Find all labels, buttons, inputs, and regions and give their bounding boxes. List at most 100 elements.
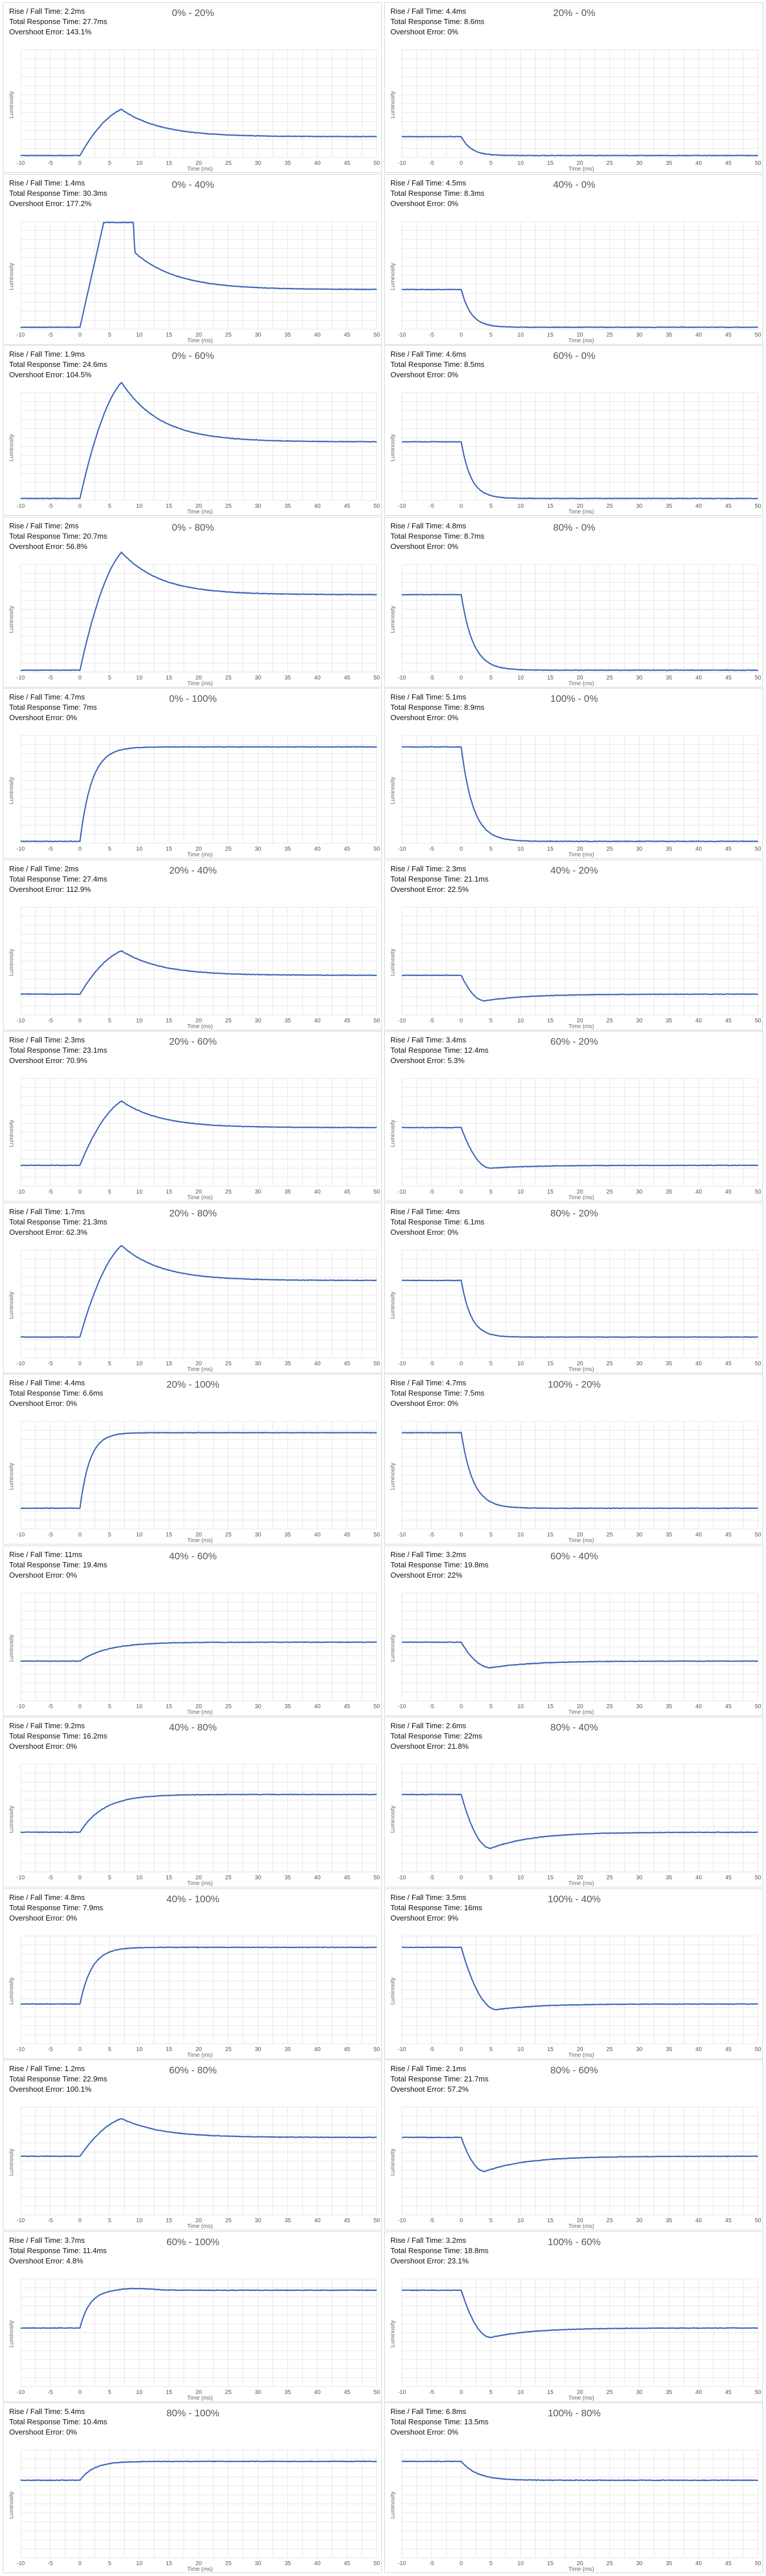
x-tick-label: 40 bbox=[696, 2046, 702, 2053]
chart-panel: Rise / Fall Time: 4.4ms Total Response Ti… bbox=[3, 1374, 382, 1544]
x-tick-label: 50 bbox=[373, 846, 380, 852]
x-tick-label: 25 bbox=[606, 846, 613, 852]
x-tick-label: -10 bbox=[398, 1189, 406, 1195]
x-tick-label: -10 bbox=[398, 2561, 406, 2567]
x-tick-label: 20 bbox=[195, 2561, 202, 2567]
gridlines bbox=[20, 735, 377, 844]
x-tick-label: 50 bbox=[755, 1018, 761, 1024]
x-tick-label: 45 bbox=[725, 2046, 732, 2053]
x-tick-label: 40 bbox=[696, 332, 702, 338]
chart-title: 100% - 80% bbox=[547, 2408, 601, 2419]
gridlines bbox=[20, 2278, 377, 2387]
chart-panel: Rise / Fall Time: 2ms Total Response Time… bbox=[3, 516, 382, 688]
chart-panel: Rise / Fall Time: 3.2ms Total Response Ti… bbox=[384, 1545, 763, 1716]
x-tick-label: 5 bbox=[489, 160, 493, 167]
x-tick-label: 30 bbox=[636, 1875, 643, 1881]
x-tick-label: 10 bbox=[518, 1532, 524, 1538]
x-tick-label: 50 bbox=[373, 1018, 380, 1024]
rise-fall-time-label: Rise / Fall Time: 4.5ms bbox=[390, 178, 467, 187]
chart-title: 20% - 0% bbox=[553, 7, 595, 18]
chart-title: 60% - 40% bbox=[550, 1550, 598, 1562]
x-tick-label: -5 bbox=[429, 1018, 434, 1024]
chart-title: 80% - 40% bbox=[550, 1722, 598, 1733]
x-tick-label: 35 bbox=[666, 503, 673, 509]
x-tick-label: -10 bbox=[398, 160, 406, 167]
x-tick-label: 40 bbox=[696, 2389, 702, 2396]
chart-plot: -10 -5 0 5 10 15 20 25 30 35 40 45 50 bbox=[17, 1935, 380, 2053]
x-axis-label: Time (ms) bbox=[187, 1366, 213, 1373]
total-response-time-label: Total Response Time: 27.7ms bbox=[9, 17, 108, 26]
x-tick-label: 40 bbox=[696, 1189, 702, 1195]
chart-stats: Rise / Fall Time: 1.9ms Total Response Ti… bbox=[9, 349, 107, 380]
chart-plot: -10 -5 0 5 10 15 20 25 30 35 40 45 50 bbox=[17, 735, 380, 852]
x-axis-label: Time (ms) bbox=[187, 852, 213, 858]
x-axis-label: Time (ms) bbox=[568, 2052, 594, 2059]
x-tick-label: 15 bbox=[166, 1704, 173, 1710]
chart-title: 0% - 40% bbox=[172, 179, 214, 190]
x-tick-label: 5 bbox=[108, 675, 112, 681]
chart-plot: -10 -5 0 5 10 15 20 25 30 35 40 45 50 bbox=[17, 1078, 380, 1195]
chart-panel: Rise / Fall Time: 11ms Total Response Tim… bbox=[3, 1545, 382, 1716]
gridlines bbox=[401, 49, 759, 158]
x-tick-label: 10 bbox=[136, 1361, 143, 1367]
luminosity-series-line bbox=[401, 1432, 759, 1510]
x-tick-label: -5 bbox=[48, 503, 53, 509]
x-tick-label: 5 bbox=[489, 1018, 493, 1024]
x-tick-label: 0 bbox=[460, 160, 463, 167]
chart-stats: Rise / Fall Time: 4.4ms Total Response Ti… bbox=[9, 1378, 103, 1409]
chart-stats: Rise / Fall Time: 2.2ms Total Response Ti… bbox=[9, 6, 107, 37]
chart-plot: -10 -5 0 5 10 15 20 25 30 35 40 45 50 bbox=[398, 2107, 761, 2224]
x-tick-label: 30 bbox=[255, 2218, 262, 2224]
x-tick-label: 20 bbox=[577, 2389, 583, 2396]
overshoot-error-label: Overshoot Error: 0% bbox=[9, 1570, 77, 1579]
x-tick-label: 45 bbox=[344, 503, 351, 509]
total-response-time-label: Total Response Time: 22ms bbox=[390, 1732, 483, 1740]
x-tick-label: 40 bbox=[696, 503, 702, 509]
x-axis-label: Time (ms) bbox=[187, 2566, 213, 2573]
x-tick-label: -10 bbox=[17, 1361, 25, 1367]
x-tick-label: 0 bbox=[78, 2389, 82, 2396]
x-tick-label: 40 bbox=[696, 2561, 702, 2567]
x-tick-label: -10 bbox=[17, 2389, 25, 2396]
y-axis-label: Luminosity bbox=[390, 2148, 396, 2176]
x-tick-label: 50 bbox=[755, 2046, 761, 2053]
x-tick-label: 45 bbox=[344, 1189, 351, 1195]
x-tick-label: -5 bbox=[429, 1189, 434, 1195]
x-tick-label: 20 bbox=[577, 1704, 583, 1710]
overshoot-error-label: Overshoot Error: 0% bbox=[9, 1913, 77, 1922]
x-tick-label: 20 bbox=[195, 1875, 202, 1881]
luminosity-series-line bbox=[20, 382, 377, 500]
rise-fall-time-label: Rise / Fall Time: 3.4ms bbox=[390, 1036, 467, 1044]
luminosity-series-line bbox=[20, 746, 377, 843]
total-response-time-label: Total Response Time: 7.9ms bbox=[9, 1903, 104, 1912]
x-tick-label: 45 bbox=[725, 2218, 732, 2224]
x-tick-label: 15 bbox=[547, 1532, 554, 1538]
x-tick-label: 15 bbox=[547, 2046, 554, 2053]
x-tick-label: 5 bbox=[489, 503, 493, 509]
x-tick-label: 0 bbox=[78, 332, 82, 338]
luminosity-series-line bbox=[20, 1244, 377, 1338]
x-tick-label: 5 bbox=[489, 1361, 493, 1367]
x-tick-label: 15 bbox=[547, 1704, 554, 1710]
total-response-time-label: Total Response Time: 8.5ms bbox=[390, 360, 485, 369]
chart-title: 20% - 60% bbox=[169, 1036, 217, 1047]
chart-panel: Rise / Fall Time: 5.4ms Total Response Ti… bbox=[3, 2403, 382, 2573]
chart-panel: Rise / Fall Time: 2ms Total Response Time… bbox=[3, 859, 382, 1030]
x-tick-label: 40 bbox=[696, 2218, 702, 2224]
x-tick-label: 35 bbox=[285, 332, 291, 338]
x-tick-label: 5 bbox=[489, 675, 493, 681]
chart-title: 0% - 80% bbox=[172, 521, 214, 533]
x-tick-label: 30 bbox=[255, 1189, 262, 1195]
rise-fall-time-label: Rise / Fall Time: 2ms bbox=[9, 864, 79, 873]
x-tick-label: 20 bbox=[195, 675, 202, 681]
x-axis-label: Time (ms) bbox=[568, 2223, 594, 2230]
x-axis-label: Time (ms) bbox=[568, 509, 594, 515]
x-tick-label: -5 bbox=[48, 846, 53, 852]
x-tick-label: 35 bbox=[285, 1875, 291, 1881]
x-tick-label: 25 bbox=[606, 1704, 613, 1710]
x-tick-label: 50 bbox=[373, 2389, 380, 2396]
chart-panel: Rise / Fall Time: 4.8ms Total Response Ti… bbox=[384, 516, 763, 688]
x-tick-label: -10 bbox=[17, 1018, 25, 1024]
x-tick-label: 0 bbox=[460, 1875, 463, 1881]
luminosity-series-line bbox=[401, 1279, 759, 1338]
